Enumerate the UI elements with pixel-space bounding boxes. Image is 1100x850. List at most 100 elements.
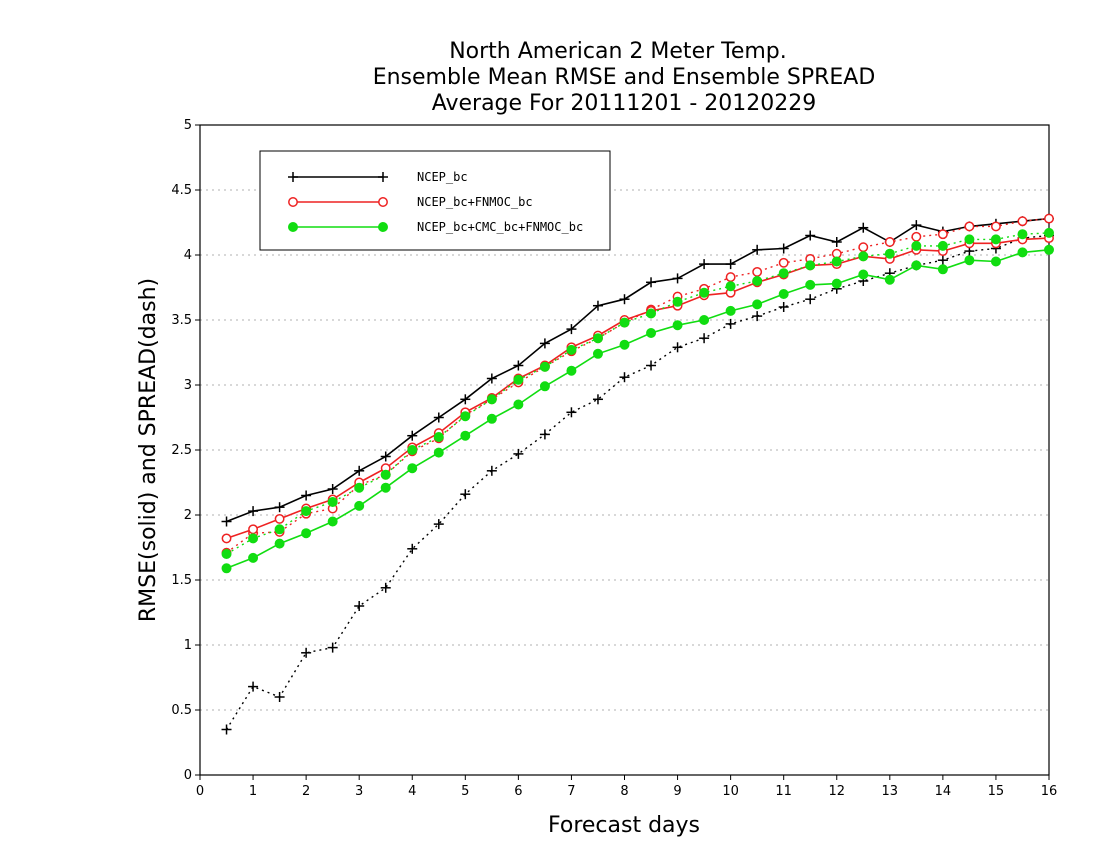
data-point bbox=[619, 339, 630, 350]
data-point bbox=[646, 277, 657, 288]
data-point bbox=[486, 465, 497, 476]
data-point bbox=[858, 222, 869, 233]
series-ncep-bc-rmse bbox=[221, 213, 1054, 527]
data-point bbox=[937, 229, 948, 240]
x-tick-label: 7 bbox=[567, 784, 575, 799]
data-point bbox=[301, 647, 312, 658]
x-tick-label: 16 bbox=[1041, 784, 1058, 799]
x-tick-label: 12 bbox=[828, 784, 845, 799]
data-point bbox=[646, 360, 657, 371]
data-point bbox=[619, 372, 630, 383]
data-point bbox=[433, 432, 444, 442]
data-point bbox=[672, 273, 683, 284]
data-point bbox=[672, 342, 683, 353]
data-point bbox=[327, 497, 338, 507]
data-point bbox=[274, 524, 285, 535]
legend-label: NCEP_bc bbox=[417, 170, 468, 184]
data-point bbox=[911, 220, 922, 231]
data-point bbox=[539, 429, 550, 440]
y-tick-label: 0.5 bbox=[171, 703, 192, 718]
data-point bbox=[539, 361, 550, 372]
data-point bbox=[752, 276, 763, 286]
data-point bbox=[990, 256, 1001, 267]
data-point bbox=[301, 506, 312, 517]
data-point bbox=[1044, 213, 1054, 224]
data-point bbox=[592, 300, 603, 311]
series-ncep-bc-spread bbox=[221, 230, 1054, 735]
y-tick-label: 2.5 bbox=[171, 443, 192, 458]
data-point bbox=[274, 502, 285, 513]
x-tick-label: 4 bbox=[408, 784, 416, 799]
y-tick-label: 2 bbox=[184, 508, 192, 523]
data-point bbox=[1017, 229, 1028, 240]
data-point bbox=[354, 465, 365, 476]
data-point bbox=[619, 294, 630, 305]
x-axis-ticks: 0 1 2 3 4 5 6 7 8 9 10 11 12 13 14 15 16 bbox=[196, 775, 1057, 799]
x-axis-label: Forecast days bbox=[548, 813, 700, 838]
chart-title-line-3: Average For 20111201 - 20120229 bbox=[432, 91, 817, 116]
data-point bbox=[513, 360, 524, 371]
data-point bbox=[380, 451, 391, 462]
x-tick-label: 11 bbox=[775, 784, 792, 799]
data-point bbox=[566, 407, 577, 418]
data-point bbox=[486, 394, 497, 405]
x-tick-label: 8 bbox=[620, 784, 628, 799]
legend-marker bbox=[288, 172, 298, 182]
series-ncep-bc-cmc-bc-fnmoc-bc-spread-line bbox=[226, 232, 1050, 555]
chart-title-line-1: North American 2 Meter Temp. bbox=[449, 39, 787, 64]
data-point bbox=[778, 243, 789, 254]
data-point bbox=[725, 305, 736, 316]
series-layer bbox=[221, 213, 1054, 735]
data-point bbox=[646, 308, 657, 319]
data-point bbox=[274, 538, 285, 549]
data-point bbox=[592, 333, 603, 344]
data-point bbox=[858, 269, 869, 280]
data-point bbox=[248, 681, 259, 692]
data-point bbox=[646, 328, 657, 338]
data-point bbox=[884, 274, 895, 285]
data-point bbox=[778, 257, 789, 268]
y-tick-label: 4.5 bbox=[171, 183, 192, 198]
data-point bbox=[221, 516, 232, 527]
legend-box bbox=[259, 150, 611, 251]
data-point bbox=[937, 264, 948, 275]
data-point bbox=[990, 221, 1001, 232]
y-tick-label: 1 bbox=[184, 638, 192, 653]
legend-entry: NCEP_bc bbox=[288, 170, 468, 184]
data-point bbox=[592, 348, 603, 359]
data-point bbox=[407, 463, 418, 474]
data-point bbox=[778, 302, 789, 312]
data-point bbox=[221, 563, 232, 574]
x-tick-label: 15 bbox=[988, 784, 1005, 799]
legend-marker bbox=[378, 172, 388, 182]
y-tick-label: 0 bbox=[184, 768, 192, 783]
legend-label: NCEP_bc+FNMOC_bc bbox=[417, 195, 533, 209]
series-ncep-bc-rmse-line bbox=[226, 217, 1050, 523]
data-point bbox=[327, 516, 338, 527]
data-point bbox=[725, 318, 736, 329]
data-point bbox=[566, 324, 577, 335]
y-tick-label: 3 bbox=[184, 378, 192, 393]
series-ncep-bc-cmc-bc-fnmoc-bc-rmse bbox=[221, 244, 1054, 574]
data-point bbox=[699, 287, 710, 298]
data-point bbox=[911, 231, 922, 242]
legend: NCEP_bc NCEP_bc+FNMOC_bc NCEP_bc+CMC_bc+FN… bbox=[259, 150, 611, 251]
series-ncep-bc-fnmoc-bc-spread bbox=[221, 213, 1054, 558]
data-point bbox=[248, 524, 259, 535]
data-point bbox=[884, 248, 895, 259]
data-point bbox=[380, 482, 391, 493]
data-point bbox=[752, 299, 763, 310]
data-point bbox=[778, 289, 789, 299]
series-ncep-bc-cmc-bc-fnmoc-bc-spread bbox=[221, 227, 1054, 559]
y-tick-label: 4 bbox=[184, 248, 192, 263]
series-ncep-bc-fnmoc-bc-rmse bbox=[221, 233, 1054, 544]
x-tick-label: 3 bbox=[355, 784, 363, 799]
data-point bbox=[831, 256, 842, 267]
y-axis-label: RMSE(solid) and SPREAD(dash) bbox=[136, 278, 161, 622]
y-tick-label: 5 bbox=[184, 118, 192, 133]
data-point bbox=[221, 533, 232, 544]
data-point bbox=[911, 240, 922, 251]
legend-label: NCEP_bc+CMC_bc+FNMOC_bc bbox=[417, 220, 583, 234]
data-point bbox=[460, 430, 471, 441]
